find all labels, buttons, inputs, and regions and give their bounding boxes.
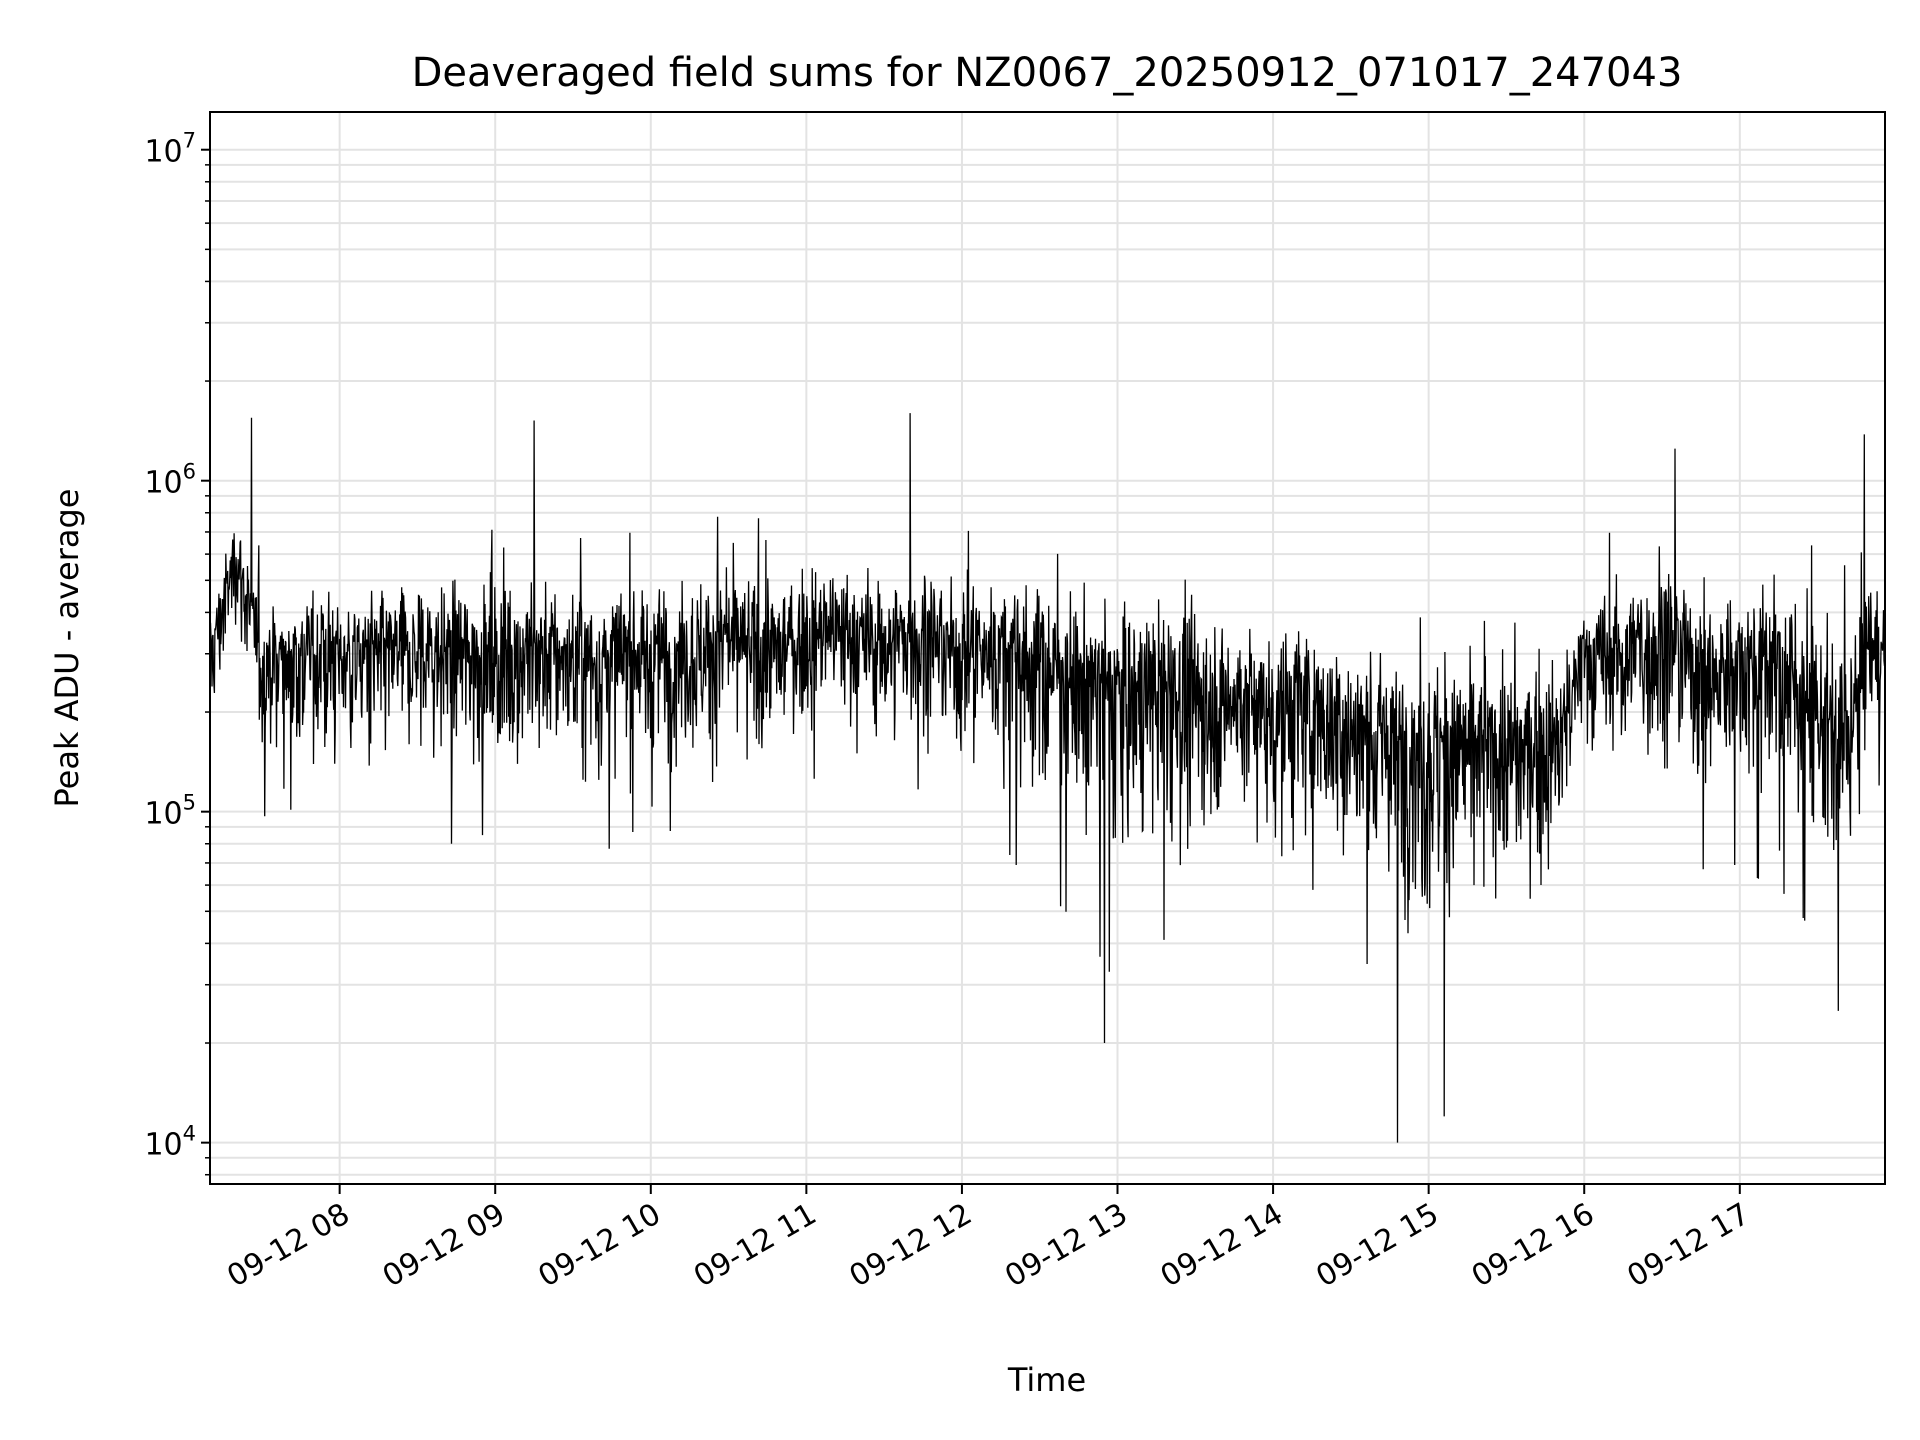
y-tick-label: 104 (144, 1122, 196, 1163)
y-tick-label: 106 (144, 460, 196, 501)
y-axis-label: Peak ADU - average (48, 489, 86, 808)
series-layer (209, 413, 1886, 1143)
plot-frame (209, 111, 1886, 1185)
chart-title: Deaveraged field sums for NZ0067_2025091… (412, 50, 1683, 96)
y-tick-label: 107 (144, 129, 196, 170)
series-line (209, 413, 1886, 1143)
y-tick-label: 105 (144, 791, 196, 832)
x-axis-label: Time (1007, 1361, 1086, 1399)
grid (210, 112, 1885, 1184)
